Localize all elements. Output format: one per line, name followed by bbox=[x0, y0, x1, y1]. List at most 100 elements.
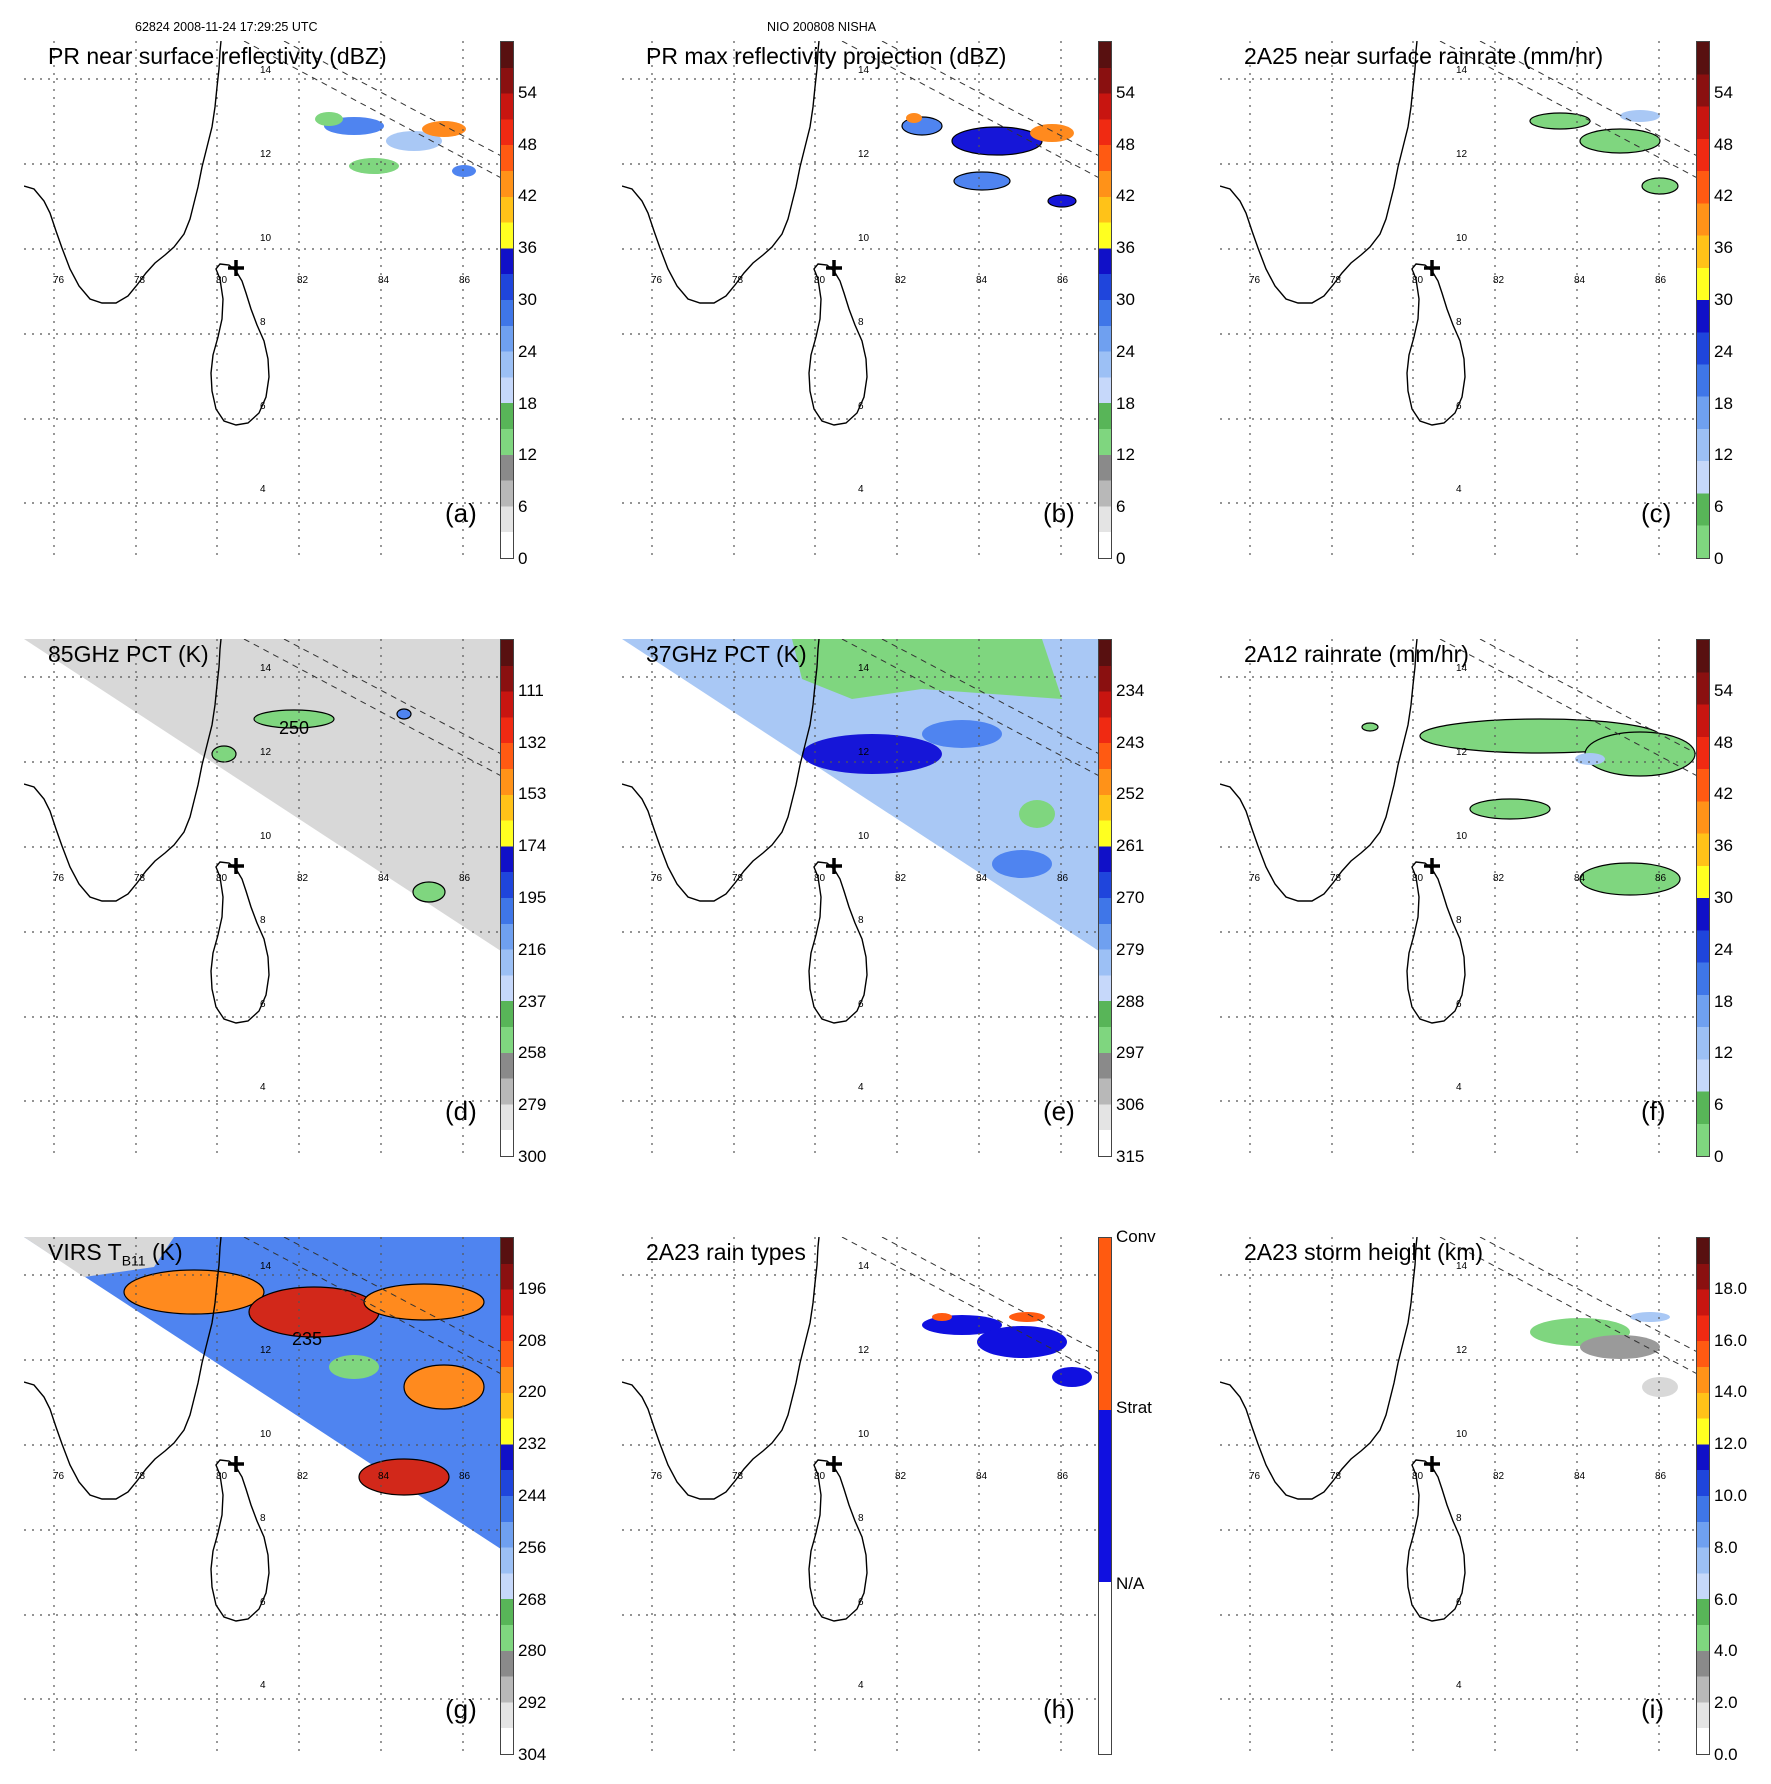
colorbar bbox=[1098, 1237, 1112, 1755]
colorbar bbox=[1696, 1237, 1710, 1755]
india-coastline bbox=[622, 1237, 820, 1500]
panel-title-text: 2A25 near surface rainrate (mm/hr) bbox=[1244, 43, 1604, 69]
colorbar-tick-label: 288 bbox=[1116, 991, 1145, 1011]
longitude-label: 84 bbox=[378, 275, 390, 286]
colorbar-tick-label: 208 bbox=[518, 1330, 547, 1350]
colorbar-tick-label: 24 bbox=[518, 341, 537, 361]
swath-edge-line bbox=[1439, 639, 1703, 780]
pct85-cold-region bbox=[211, 745, 237, 763]
india-coastline bbox=[1220, 639, 1418, 902]
latitude-label: 12 bbox=[260, 149, 272, 160]
longitude-label: 86 bbox=[1655, 275, 1667, 286]
colorbar-tick-label: 18 bbox=[1116, 393, 1135, 413]
longitude-label: 82 bbox=[297, 275, 309, 286]
map-area: 235 14 12 10 8 6 4 76 78 80 82 84 86 bbox=[24, 1237, 507, 1755]
latitude-label: 6 bbox=[858, 999, 864, 1010]
colorbar-tick-label: 0 bbox=[1714, 549, 1724, 568]
sri-lanka-coastline bbox=[210, 263, 270, 426]
rainrate-echo bbox=[1579, 128, 1661, 154]
reflectivity-echo bbox=[422, 121, 466, 137]
panel-title-text: 2A23 storm height (km) bbox=[1244, 1239, 1484, 1265]
latitude-label: 4 bbox=[260, 484, 266, 495]
latitude-label: 8 bbox=[260, 915, 266, 926]
latitude-label: 12 bbox=[858, 747, 870, 758]
map-area: 14 12 10 8 6 4 76 78 80 82 84 86 bbox=[1220, 1237, 1703, 1755]
storm-height-region bbox=[1580, 1335, 1660, 1359]
colorbar-tick-label: 30 bbox=[1714, 888, 1733, 907]
max-reflectivity-echo bbox=[1047, 194, 1077, 208]
colorbar bbox=[1696, 639, 1710, 1157]
latitude-label: 4 bbox=[260, 1680, 266, 1691]
colorbar-tick-label: 8.0 bbox=[1714, 1537, 1738, 1557]
storm-center-marker bbox=[228, 858, 244, 874]
storm-height-region bbox=[1630, 1312, 1670, 1322]
colorbar-tick-label: 6 bbox=[1714, 1095, 1724, 1115]
longitude-label: 78 bbox=[1330, 873, 1342, 884]
latitude-label: 8 bbox=[858, 317, 864, 328]
colorbar-tick-label: N/A bbox=[1116, 1574, 1145, 1594]
reflectivity-echo bbox=[349, 158, 399, 174]
colorbar-tick-label: 42 bbox=[1714, 186, 1733, 206]
storm-center-marker bbox=[1424, 1456, 1440, 1472]
longitude-label: 76 bbox=[53, 275, 65, 286]
colorbar-tick-label: 270 bbox=[1116, 888, 1145, 907]
panel-i: 14 12 10 8 6 4 76 78 80 82 84 86 2A23 storm height (… bbox=[1208, 1234, 1768, 1784]
colorbar-tick-label: 300 bbox=[518, 1147, 547, 1166]
colorbar-tick-label: 268 bbox=[518, 1589, 547, 1609]
virs-warm-region bbox=[329, 1355, 379, 1379]
panel-label: (a) bbox=[445, 498, 477, 528]
swath-edge-line bbox=[243, 1237, 507, 1378]
colorbar-tick-label: 12 bbox=[1116, 445, 1135, 465]
longitude-label: 86 bbox=[1057, 275, 1069, 286]
swath-edge-line bbox=[243, 41, 507, 182]
latitude-label: 14 bbox=[858, 1261, 870, 1272]
map-area: 14 12 10 8 6 4 76 78 80 82 84 86 bbox=[1220, 41, 1703, 559]
pct85-cold-region bbox=[253, 709, 335, 729]
panel-label: (i) bbox=[1641, 1694, 1665, 1724]
colorbar-tick-label: 10.0 bbox=[1714, 1486, 1748, 1505]
colorbar-tick-label: 0.0 bbox=[1714, 1745, 1738, 1764]
colorbar-tick-label: 48 bbox=[518, 134, 537, 154]
map-area: 14 12 10 8 6 4 76 78 80 82 84 86 bbox=[622, 41, 1105, 559]
colorbar-tick-label: 54 bbox=[1116, 82, 1135, 102]
max-reflectivity-echo bbox=[953, 171, 1011, 191]
panel-title-text: VIRS T bbox=[48, 1239, 122, 1265]
colorbar-tick-label: 0 bbox=[1714, 1147, 1724, 1166]
panel-title-text: 85GHz PCT (K) bbox=[48, 641, 209, 667]
storm-center-marker bbox=[228, 1456, 244, 1472]
swath-edge-line bbox=[841, 639, 1105, 780]
storm-center-marker bbox=[1424, 260, 1440, 276]
colorbar-tick-label: 24 bbox=[1714, 341, 1733, 361]
panel-title: 85GHz PCT (K) bbox=[48, 641, 209, 668]
colorbar-tick-label: 14.0 bbox=[1714, 1382, 1748, 1402]
panel-label: (d) bbox=[445, 1096, 477, 1126]
longitude-label: 78 bbox=[732, 275, 744, 286]
colorbar-tick-label: 132 bbox=[518, 732, 547, 752]
sri-lanka-coastline bbox=[1406, 1459, 1466, 1622]
colorbar-tick-label: 30 bbox=[1116, 290, 1135, 309]
colorbar-tick-label: 42 bbox=[1714, 784, 1733, 804]
colorbar-tick-label: 256 bbox=[518, 1537, 547, 1557]
longitude-label: 76 bbox=[1249, 275, 1261, 286]
swath-edge-line bbox=[283, 639, 507, 758]
swath-edge-line bbox=[283, 1237, 507, 1356]
rain-type-convective bbox=[1009, 1312, 1045, 1322]
colorbar-tick-label: 261 bbox=[1116, 836, 1145, 856]
colorbar-ticks: 0 6 12 18 24 30 36 42 48 54 bbox=[1714, 639, 1766, 1166]
colorbar-tick-label: 232 bbox=[518, 1434, 547, 1454]
longitude-label: 80 bbox=[1412, 1471, 1424, 1482]
latitude-label: 4 bbox=[858, 1082, 864, 1093]
latitude-label: 6 bbox=[1456, 1597, 1462, 1608]
longitude-label: 84 bbox=[1574, 873, 1586, 884]
latitude-label: 14 bbox=[1456, 663, 1468, 674]
longitude-label: 78 bbox=[1330, 1471, 1342, 1482]
max-reflectivity-echo bbox=[951, 126, 1043, 156]
panel-title: 2A25 near surface rainrate (mm/hr) bbox=[1244, 43, 1603, 70]
panel-title-text: 2A23 rain types bbox=[646, 1239, 806, 1265]
latitude-label: 10 bbox=[1456, 831, 1468, 842]
panel-b: 14 12 10 8 6 4 76 78 80 82 84 86 PR max reflectivity… bbox=[610, 38, 1170, 588]
swath-edge-line bbox=[881, 639, 1105, 758]
longitude-label: 84 bbox=[378, 1471, 390, 1482]
